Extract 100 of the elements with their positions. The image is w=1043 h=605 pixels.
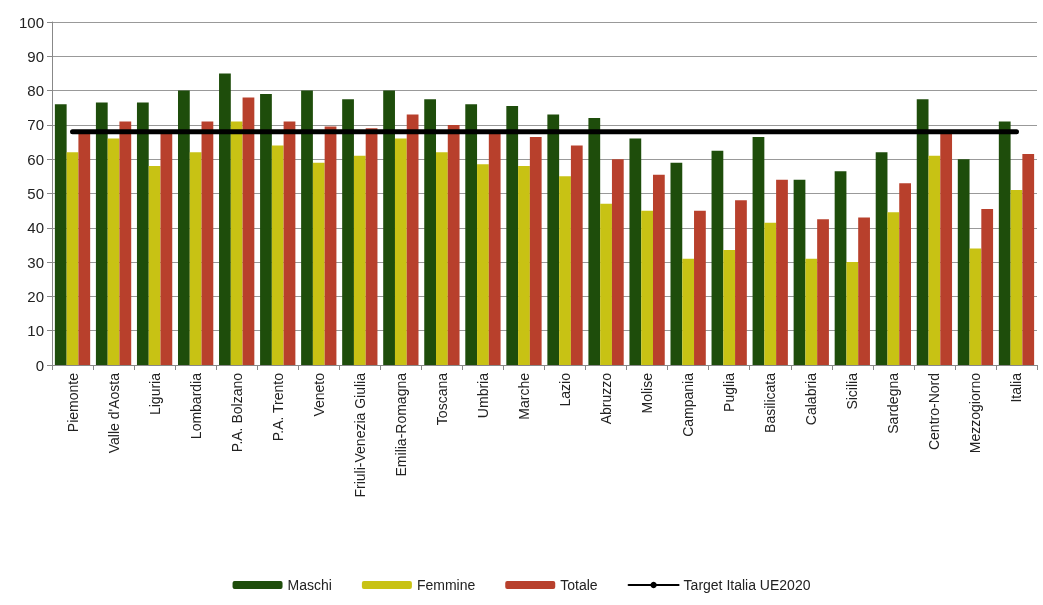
- legend-label: Femmine: [416, 577, 476, 593]
- bar: [230, 121, 243, 365]
- bar: [78, 131, 91, 365]
- bar: [529, 136, 542, 365]
- bar: [301, 90, 313, 365]
- bar: [559, 176, 571, 365]
- x-tick-label: Molise: [639, 372, 656, 414]
- bar: [95, 102, 108, 365]
- bar: [189, 152, 202, 365]
- y-tick-label: 20: [27, 287, 44, 305]
- bar: [981, 208, 994, 365]
- x-tick-label: Sicilia: [844, 372, 861, 410]
- bar: [1022, 154, 1035, 365]
- bar: [940, 133, 953, 365]
- bar: [752, 136, 765, 365]
- bar: [611, 159, 624, 365]
- bar: [201, 121, 214, 365]
- bar: [682, 258, 695, 365]
- bar: [670, 162, 683, 365]
- bar: [600, 203, 612, 365]
- bar: [447, 124, 460, 365]
- bar: [858, 217, 870, 365]
- x-tick-label: Centro-Nord: [926, 373, 943, 451]
- x-tick-label: Toscana: [433, 372, 450, 426]
- bar: [805, 258, 818, 365]
- y-tick-label: 90: [27, 47, 44, 65]
- y-tick-label: 100: [18, 13, 44, 31]
- bar: [383, 90, 395, 365]
- x-tick-label: Italia: [1008, 372, 1025, 403]
- x-tick-label: Valle d'Aosta: [105, 372, 122, 454]
- bar: [588, 118, 601, 365]
- bar: [54, 104, 67, 365]
- x-tick-label: P.A. Trento: [269, 372, 286, 442]
- bar: [969, 248, 982, 365]
- bar: [271, 145, 284, 365]
- y-tick-label: 50: [27, 185, 44, 202]
- bar: [242, 97, 255, 365]
- bar: [764, 222, 777, 365]
- bar: [312, 162, 325, 365]
- y-tick-label: 80: [27, 82, 44, 100]
- bar: [887, 212, 900, 365]
- bar: [641, 210, 653, 365]
- x-tick-label: Liguria: [146, 372, 163, 416]
- x-tick-label: Mezzogiorno: [967, 372, 984, 454]
- legend-label: Target Italia UE2020: [683, 577, 811, 593]
- bar: [629, 138, 642, 365]
- bar: [160, 133, 173, 365]
- bar: [518, 166, 530, 365]
- bar: [723, 250, 736, 365]
- x-tick-label: Basilicata: [762, 372, 779, 433]
- bar: [219, 73, 231, 365]
- bar: [711, 150, 724, 365]
- bar: [998, 121, 1011, 365]
- x-tick-label: Puglia: [721, 372, 738, 412]
- y-tick-label: 60: [27, 150, 44, 168]
- x-tick-label: Marche: [515, 372, 532, 420]
- y-tick-label: 70: [27, 116, 44, 134]
- bar: [477, 164, 489, 365]
- bar: [436, 152, 448, 365]
- x-tick-label: Campania: [680, 372, 697, 437]
- bar: [817, 219, 829, 365]
- bar: [406, 114, 419, 365]
- bar: [260, 94, 272, 365]
- x-tick-label: Veneto: [310, 372, 327, 417]
- bar: [424, 99, 437, 365]
- x-tick-label: Calabria: [803, 372, 820, 426]
- bar: [465, 104, 478, 365]
- bar: [846, 262, 859, 365]
- bar: [66, 152, 79, 365]
- bar: [488, 131, 501, 365]
- x-tick-label: Emilia-Romagna: [392, 372, 409, 477]
- bar: [148, 166, 161, 365]
- bar: [353, 155, 366, 365]
- x-tick-label: Abruzzo: [598, 372, 615, 425]
- bar: [652, 174, 665, 365]
- x-tick-label: Friuli-Venezia Giulia: [351, 372, 368, 498]
- bar: [394, 138, 407, 365]
- bar: [365, 128, 378, 365]
- y-tick-label: 30: [27, 253, 44, 271]
- bar: [283, 121, 296, 365]
- x-tick-label: Lombardia: [187, 372, 204, 440]
- bar: [570, 145, 583, 365]
- bar: [735, 200, 747, 365]
- bar: [694, 210, 706, 365]
- bar: [342, 99, 354, 365]
- bar: [875, 152, 888, 365]
- x-tick-label: Sardegna: [885, 372, 902, 434]
- bar: [178, 90, 190, 365]
- bar: [119, 121, 132, 365]
- bar: [916, 99, 929, 365]
- y-tick-label: 10: [27, 322, 44, 340]
- x-tick-label: Umbria: [474, 372, 491, 419]
- bar: [547, 114, 560, 365]
- legend-label: Totale: [560, 577, 598, 593]
- y-tick-label: 0: [35, 356, 44, 374]
- x-tick-label: Lazio: [557, 372, 574, 407]
- bar: [1010, 190, 1023, 365]
- y-tick-label: 40: [27, 219, 44, 237]
- bar: [899, 183, 911, 365]
- bar: [957, 159, 970, 365]
